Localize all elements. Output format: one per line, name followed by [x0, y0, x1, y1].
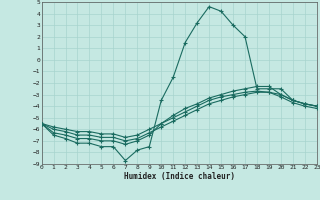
X-axis label: Humidex (Indice chaleur): Humidex (Indice chaleur): [124, 172, 235, 181]
